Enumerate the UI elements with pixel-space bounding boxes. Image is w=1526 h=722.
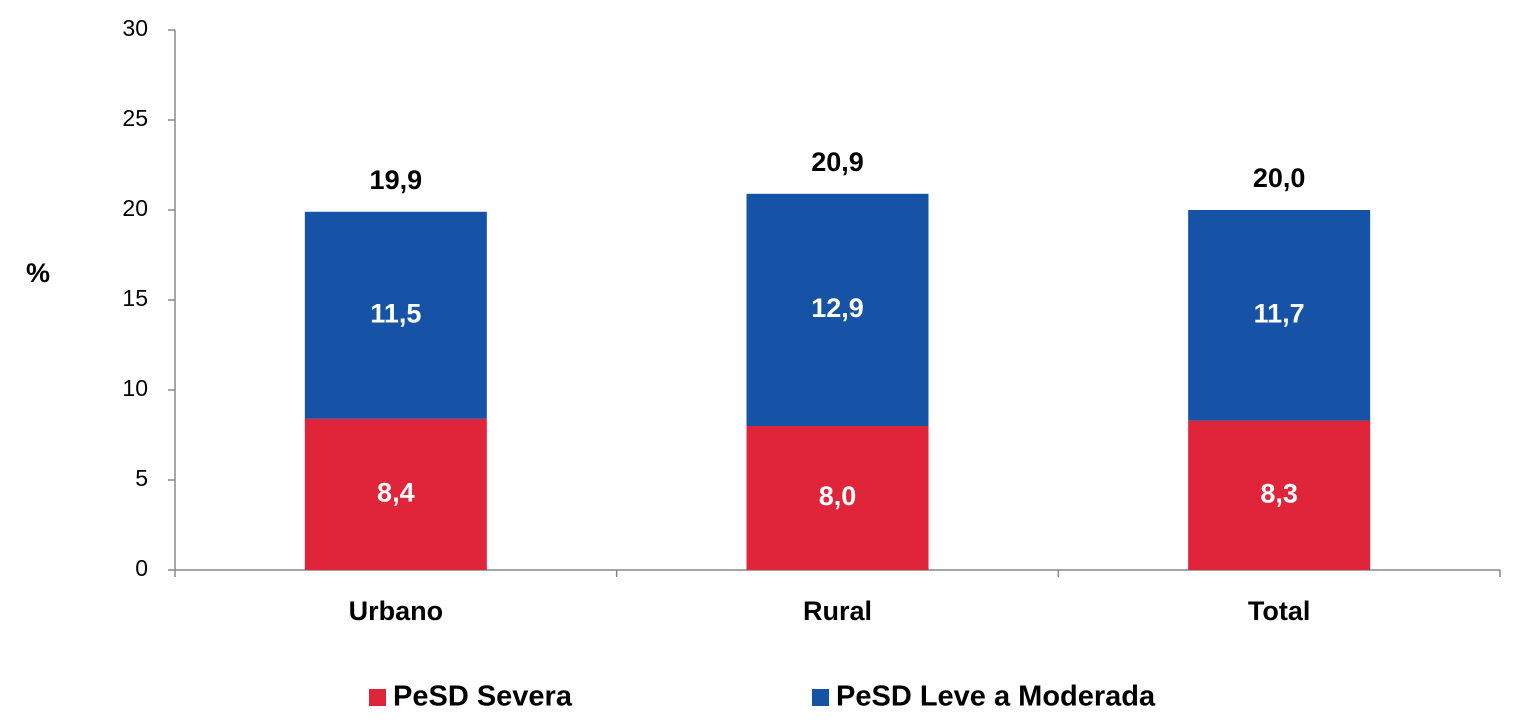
y-tick-label: 25: [122, 105, 148, 131]
y-tick-label: 20: [122, 195, 148, 221]
y-tick-label: 10: [122, 375, 148, 401]
legend-label: PeSD Leve a Moderada: [836, 681, 1156, 713]
bar-segment: [746, 193, 929, 426]
x-tick-label: Rural: [803, 596, 872, 626]
total-label: 19,9: [370, 165, 423, 195]
total-label: 20,9: [811, 147, 864, 177]
legend-swatch: [812, 689, 829, 706]
bar-segment: [304, 418, 487, 570]
y-tick-label: 15: [122, 285, 148, 311]
bar-segment: [304, 211, 487, 419]
legend-swatch: [369, 689, 386, 706]
y-tick-label: 30: [122, 15, 148, 41]
total-label: 20,0: [1253, 163, 1306, 193]
bar-segment: [746, 426, 929, 570]
data-label: 8,0: [819, 481, 857, 511]
data-label: 11,5: [370, 298, 421, 328]
y-tick-label: 5: [135, 465, 148, 491]
y-axis-label: %: [26, 258, 50, 288]
y-tick-label: 0: [135, 555, 148, 581]
data-label: 8,3: [1260, 478, 1298, 508]
x-tick-label: Urbano: [349, 596, 444, 626]
x-tick-label: Total: [1248, 596, 1311, 626]
bar-segment: [1188, 420, 1371, 570]
bar-segment: [1188, 210, 1371, 421]
legend-label: PeSD Severa: [393, 681, 573, 713]
data-label: 8,4: [377, 478, 415, 508]
data-label: 11,7: [1254, 298, 1305, 328]
data-label: 12,9: [811, 293, 864, 323]
